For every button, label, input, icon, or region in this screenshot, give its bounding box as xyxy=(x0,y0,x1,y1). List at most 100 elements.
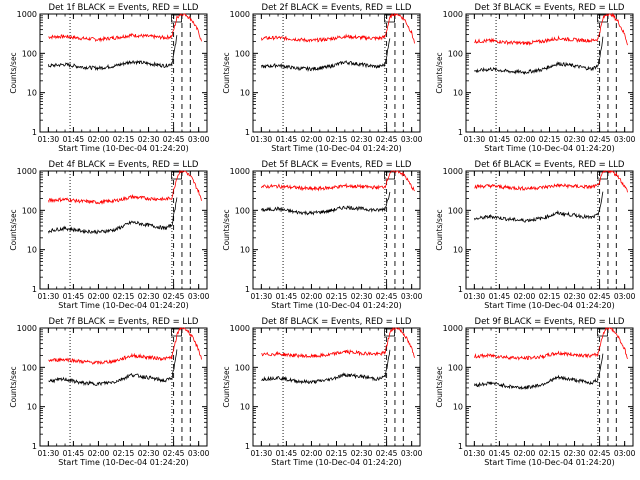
x-axis-label: Start Time (10-Dec-04 01:24:20) xyxy=(58,144,189,153)
y-tick-label: 10 xyxy=(453,403,463,412)
series-events-line xyxy=(261,349,391,385)
flare-marker-box xyxy=(171,14,183,23)
chart-panel-7: Det 7f BLACK = Events, RED = LLD 1 10 100 10… xyxy=(9,317,210,467)
y-tick-label: 1000 xyxy=(17,10,37,19)
x-tick-label: 03:00 xyxy=(188,135,210,144)
x-tick-label: 02:15 xyxy=(539,292,561,301)
x-tick-label: 02:15 xyxy=(326,135,348,144)
series-events-line xyxy=(48,197,178,235)
x-tick-label: 02:30 xyxy=(138,292,160,301)
y-tick-label: 100 xyxy=(448,206,463,215)
x-tick-label: 02:30 xyxy=(138,135,160,144)
x-tick-label: 02:15 xyxy=(539,135,561,144)
y-tick-label: 100 xyxy=(235,363,250,372)
y-tick-label: 100 xyxy=(235,49,250,58)
x-tick-label: 02:45 xyxy=(163,135,185,144)
y-axis-label: Counts/sec xyxy=(222,209,231,250)
series-lld-line xyxy=(261,327,415,359)
x-axis-label: Start Time (10-Dec-04 01:24:20) xyxy=(484,301,615,310)
series-events-line xyxy=(48,35,178,72)
y-tick-label: 10 xyxy=(240,403,250,412)
y-tick-label: 1000 xyxy=(230,10,250,19)
x-tick-label: 02:30 xyxy=(564,292,586,301)
x-tick-label: 01:30 xyxy=(251,135,273,144)
y-tick-label: 10 xyxy=(27,246,37,255)
x-tick-label: 01:45 xyxy=(489,135,511,144)
x-tick-label: 02:30 xyxy=(138,449,160,458)
x-tick-label: 02:45 xyxy=(163,292,185,301)
x-tick-label: 02:45 xyxy=(589,449,611,458)
x-tick-label: 02:30 xyxy=(351,449,373,458)
x-tick-label: 02:00 xyxy=(514,292,536,301)
y-axis-label: Counts/sec xyxy=(435,366,444,407)
y-tick-label: 1000 xyxy=(230,324,250,333)
chart-title: Det 6f BLACK = Events, RED = LLD xyxy=(475,160,625,170)
x-tick-label: 03:00 xyxy=(401,449,423,458)
x-tick-label: 02:00 xyxy=(301,292,323,301)
x-tick-label: 01:30 xyxy=(464,292,486,301)
x-tick-label: 02:00 xyxy=(88,449,110,458)
x-tick-label: 03:00 xyxy=(188,449,210,458)
x-tick-label: 02:00 xyxy=(88,135,110,144)
y-tick-label: 10 xyxy=(240,246,250,255)
chart-panel-9: Det 9f BLACK = Events, RED = LLD 1 10 100 10… xyxy=(435,317,636,467)
y-tick-label: 1 xyxy=(458,128,463,137)
y-tick-label: 100 xyxy=(22,206,37,215)
x-tick-label: 02:45 xyxy=(376,292,398,301)
flare-marker-box xyxy=(597,14,608,23)
x-tick-label: 02:00 xyxy=(514,449,536,458)
y-axis-label: Counts/sec xyxy=(435,209,444,250)
chart-title: Det 8f BLACK = Events, RED = LLD xyxy=(262,317,412,327)
y-axis-label: Counts/sec xyxy=(9,52,18,93)
x-tick-label: 03:00 xyxy=(614,135,636,144)
x-tick-label: 01:45 xyxy=(63,449,85,458)
series-events-line xyxy=(261,191,391,216)
chart-panel-2: Det 2f BLACK = Events, RED = LLD 1 10 100 10… xyxy=(222,3,423,153)
x-tick-label: 01:30 xyxy=(251,292,273,301)
y-tick-label: 10 xyxy=(27,403,37,412)
chart-panel-1: Det 1f BLACK = Events, RED = LLD 1 10 100 10… xyxy=(9,3,210,153)
x-tick-label: 02:45 xyxy=(163,449,185,458)
y-tick-label: 1000 xyxy=(443,324,463,333)
x-tick-label: 01:30 xyxy=(464,449,486,458)
x-tick-label: 02:30 xyxy=(351,135,373,144)
x-tick-label: 01:30 xyxy=(38,449,60,458)
y-tick-label: 1000 xyxy=(17,324,37,333)
chart-panel-6: Det 6f BLACK = Events, RED = LLD 1 10 100 10… xyxy=(435,160,636,310)
x-tick-label: 02:30 xyxy=(351,292,373,301)
x-tick-label: 01:45 xyxy=(63,292,85,301)
series-lld-line xyxy=(261,12,415,44)
x-tick-label: 01:30 xyxy=(464,135,486,144)
y-axis-label: Counts/sec xyxy=(9,366,18,407)
chart-panel-8: Det 8f BLACK = Events, RED = LLD 1 10 100 10… xyxy=(222,317,423,467)
chart-title: Det 1f BLACK = Events, RED = LLD xyxy=(49,3,199,13)
y-tick-label: 1 xyxy=(245,285,250,294)
y-tick-label: 10 xyxy=(27,89,37,98)
x-tick-label: 02:00 xyxy=(514,135,536,144)
x-tick-label: 03:00 xyxy=(614,449,636,458)
series-events-line xyxy=(48,349,178,387)
series-events-line xyxy=(474,353,604,391)
x-tick-label: 02:15 xyxy=(326,449,348,458)
chart-title: Det 5f BLACK = Events, RED = LLD xyxy=(262,160,412,170)
x-tick-label: 02:15 xyxy=(113,292,135,301)
x-tick-label: 01:45 xyxy=(276,292,298,301)
flare-marker-box xyxy=(384,171,396,180)
x-axis-label: Start Time (10-Dec-04 01:24:20) xyxy=(271,144,402,153)
chart-panel-5: Det 5f BLACK = Events, RED = LLD 1 10 100 10… xyxy=(222,160,423,310)
x-tick-label: 03:00 xyxy=(401,135,423,144)
series-lld-line xyxy=(261,170,415,192)
series-events-line xyxy=(261,38,391,72)
y-axis-label: Counts/sec xyxy=(222,52,231,93)
x-tick-label: 03:00 xyxy=(614,292,636,301)
x-tick-label: 01:45 xyxy=(489,449,511,458)
series-events-line xyxy=(474,191,604,223)
x-tick-label: 01:30 xyxy=(38,135,60,144)
y-tick-label: 1000 xyxy=(443,167,463,176)
y-axis-label: Counts/sec xyxy=(435,52,444,93)
y-axis-label: Counts/sec xyxy=(9,209,18,250)
x-tick-label: 02:45 xyxy=(376,449,398,458)
y-tick-label: 10 xyxy=(453,246,463,255)
